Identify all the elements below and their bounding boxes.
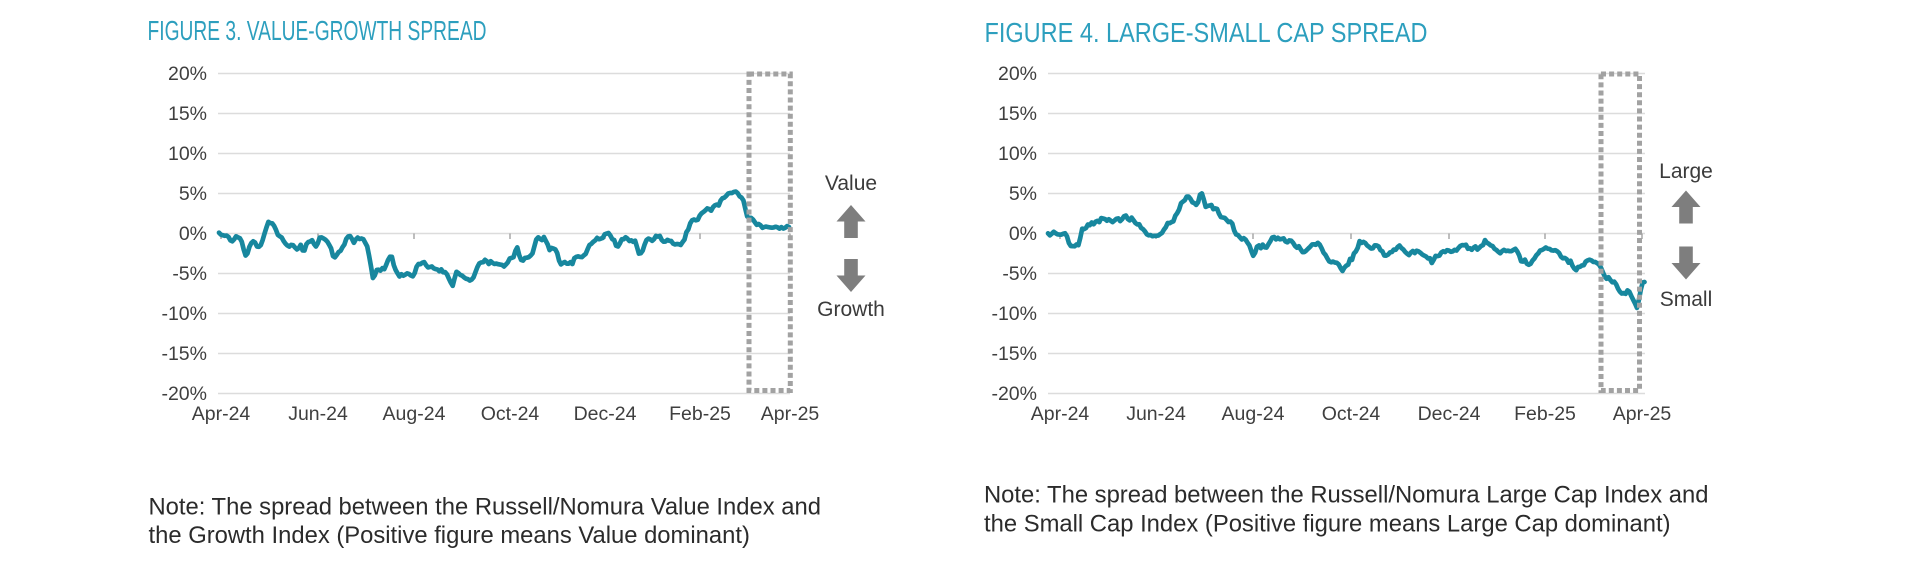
svg-text:the Small Cap Index (Positive: the Small Cap Index (Positive figure mea… (984, 511, 1671, 538)
svg-text:Aug-24: Aug-24 (1222, 403, 1285, 425)
svg-text:Oct-24: Oct-24 (1322, 403, 1381, 425)
svg-text:Small: Small (1660, 288, 1713, 311)
svg-text:-20%: -20% (161, 383, 207, 405)
svg-text:-5%: -5% (172, 263, 207, 285)
svg-text:-10%: -10% (991, 303, 1037, 325)
svg-text:-15%: -15% (991, 343, 1037, 365)
svg-text:Feb-25: Feb-25 (669, 403, 731, 425)
svg-text:-10%: -10% (161, 303, 207, 325)
svg-text:15%: 15% (168, 103, 207, 125)
svg-text:0%: 0% (1009, 223, 1037, 245)
svg-text:-15%: -15% (161, 343, 207, 365)
svg-text:Note: The spread between the R: Note: The spread between the Russell/Nom… (984, 482, 1708, 509)
svg-text:10%: 10% (998, 143, 1037, 165)
svg-text:Apr-24: Apr-24 (1031, 403, 1090, 425)
svg-text:-20%: -20% (991, 383, 1037, 405)
svg-text:10%: 10% (168, 143, 207, 165)
svg-text:20%: 20% (998, 63, 1037, 85)
svg-text:Oct-24: Oct-24 (481, 403, 540, 425)
svg-text:5%: 5% (1009, 183, 1037, 205)
svg-text:Dec-24: Dec-24 (1418, 403, 1481, 425)
svg-text:20%: 20% (168, 63, 207, 85)
svg-text:Value: Value (825, 172, 877, 195)
svg-text:Jun-24: Jun-24 (288, 403, 348, 425)
svg-text:FIGURE 3. VALUE-GROWTH SPREAD: FIGURE 3. VALUE-GROWTH SPREAD (148, 15, 487, 46)
svg-text:Apr-24: Apr-24 (192, 403, 251, 425)
svg-text:0%: 0% (179, 223, 207, 245)
svg-text:15%: 15% (998, 103, 1037, 125)
svg-text:-5%: -5% (1002, 263, 1037, 285)
svg-text:Aug-24: Aug-24 (383, 403, 446, 425)
svg-text:5%: 5% (179, 183, 207, 205)
svg-text:Apr-25: Apr-25 (761, 403, 820, 425)
svg-text:the Growth Index (Positive fig: the Growth Index (Positive figure means … (149, 522, 750, 549)
svg-text:Jun-24: Jun-24 (1126, 403, 1186, 425)
svg-text:Large: Large (1659, 160, 1713, 183)
svg-text:Apr-25: Apr-25 (1613, 403, 1672, 425)
svg-text:Growth: Growth (817, 298, 885, 321)
svg-text:FIGURE 4. LARGE-SMALL CAP SPRE: FIGURE 4. LARGE-SMALL CAP SPREAD (985, 17, 1428, 48)
svg-text:Feb-25: Feb-25 (1514, 403, 1576, 425)
svg-text:Dec-24: Dec-24 (574, 403, 637, 425)
svg-text:Note: The spread between the R: Note: The spread between the Russell/Nom… (149, 494, 821, 521)
